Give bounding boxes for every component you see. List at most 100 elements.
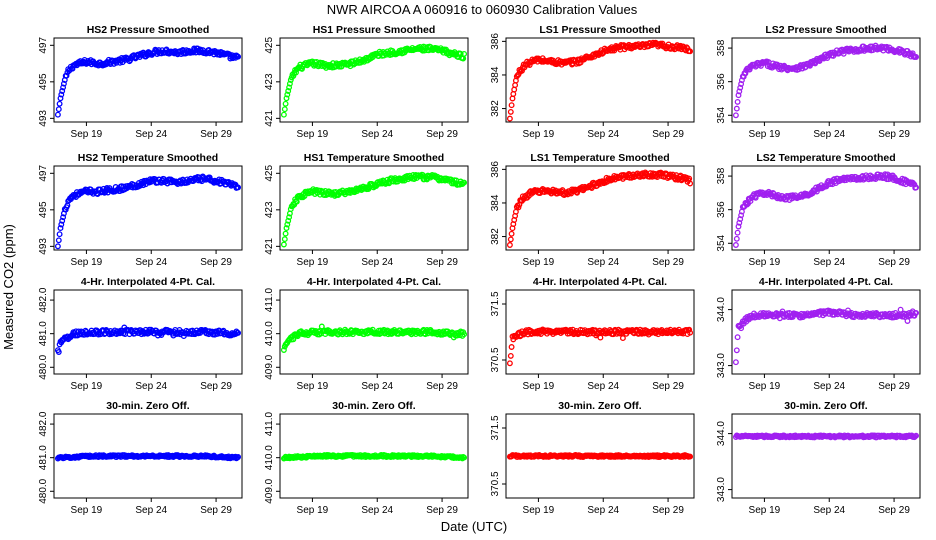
panel-4: LS2 Pressure Smoothed Sep 19 Sep 24 Sep 29 3… — [716, 24, 921, 140]
y-tick-label: 480.0 — [38, 478, 49, 503]
x-tick-label: Sep 29 — [200, 505, 232, 516]
y-tick-label: 481.0 — [38, 321, 49, 346]
data-point — [507, 108, 514, 115]
panel-title: HS1 Temperature Smoothed — [304, 152, 444, 164]
data-point — [284, 91, 291, 98]
x-tick-label: Sep 29 — [200, 381, 232, 392]
plot-frame — [731, 413, 921, 499]
data-point — [597, 334, 604, 341]
data-point — [54, 243, 61, 250]
y-tick-label: 411.0 — [264, 412, 275, 437]
data-point — [461, 179, 468, 186]
data-point — [732, 359, 739, 366]
x-tick-label: Sep 19 — [297, 505, 329, 516]
x-tick-label: Sep 29 — [652, 505, 684, 516]
plot-frame — [505, 37, 695, 123]
panel-8: LS2 Temperature Smoothed Sep 19 Sep 24 Sep … — [716, 152, 921, 268]
x-tick-label: Sep 24 — [361, 381, 393, 392]
data-point — [508, 344, 515, 350]
x-tick-label: Sep 19 — [71, 129, 103, 140]
data-point — [507, 352, 514, 359]
panel-2: HS1 Pressure Smoothed Sep 19 Sep 24 Sep 29 4… — [264, 24, 469, 140]
data-point — [286, 214, 293, 221]
data-point — [508, 230, 515, 237]
data-point — [512, 82, 519, 89]
data-point — [506, 242, 513, 248]
data-point — [59, 217, 66, 224]
data-point — [282, 100, 289, 107]
panel-6: HS1 Temperature Smoothed Sep 19 Sep 24 Sep … — [264, 152, 469, 268]
x-tick-label: Sep 19 — [749, 381, 781, 392]
plot-frame — [53, 37, 243, 123]
data-point — [744, 201, 751, 208]
scatter-points — [506, 326, 694, 367]
panel-5: HS2 Temperature Smoothed Sep 19 Sep 24 Sep … — [38, 152, 243, 268]
data-point — [280, 111, 287, 118]
data-point — [60, 80, 67, 87]
y-tick-label: 356 — [716, 201, 727, 218]
data-point — [286, 84, 293, 91]
x-tick-label: Sep 29 — [878, 129, 910, 140]
x-tick-label: Sep 24 — [135, 505, 167, 516]
data-point — [506, 115, 513, 122]
plot-frame — [279, 165, 469, 251]
x-tick-label: Sep 19 — [297, 381, 329, 392]
y-tick-label: 480.0 — [38, 354, 49, 379]
data-point — [280, 347, 287, 353]
x-tick-label: Sep 19 — [749, 129, 781, 140]
x-tick-label: Sep 19 — [297, 129, 329, 140]
data-point — [283, 95, 290, 102]
y-axis-label: Measured CO2 (ppm) — [1, 224, 16, 350]
data-point — [913, 309, 920, 316]
x-tick-label: Sep 29 — [426, 257, 458, 268]
data-point — [60, 214, 67, 221]
y-tick-label: 384 — [490, 66, 501, 83]
x-tick-label: Sep 29 — [652, 129, 684, 140]
y-tick-label: 423 — [264, 73, 275, 90]
x-tick-label: Sep 19 — [523, 505, 555, 516]
data-point — [506, 360, 513, 367]
data-point — [733, 235, 740, 242]
data-point — [619, 335, 626, 342]
plot-frame — [53, 413, 243, 499]
data-point — [515, 204, 522, 211]
y-tick-label: 425 — [264, 37, 275, 54]
y-tick-label: 409.0 — [264, 478, 275, 503]
data-point — [732, 242, 739, 248]
panel-title: 30-min. Zero Off. — [558, 400, 642, 412]
scatter-points — [732, 306, 920, 366]
data-point — [235, 184, 242, 191]
x-tick-label: Sep 19 — [71, 505, 103, 516]
x-tick-label: Sep 29 — [652, 381, 684, 392]
y-tick-label: 382 — [490, 228, 501, 245]
data-point — [235, 53, 242, 60]
plot-frame — [731, 165, 921, 251]
data-point — [283, 225, 290, 232]
data-point — [461, 331, 468, 338]
x-tick-label: Sep 29 — [652, 257, 684, 268]
x-tick-label: Sep 29 — [200, 129, 232, 140]
y-tick-label: 423 — [264, 201, 275, 218]
scatter-points — [506, 169, 694, 248]
y-tick-label: 344.0 — [716, 421, 727, 446]
scatter-points — [280, 452, 468, 462]
data-point — [734, 334, 741, 341]
y-tick-label: 481.0 — [38, 445, 49, 470]
y-tick-label: 344.0 — [716, 297, 727, 322]
y-tick-label: 371.5 — [490, 415, 501, 440]
y-tick-label: 358 — [716, 39, 727, 56]
scatter-points — [732, 42, 920, 119]
x-tick-label: Sep 24 — [813, 505, 845, 516]
x-tick-label: Sep 19 — [749, 505, 781, 516]
data-point — [280, 241, 287, 248]
panel-title: LS1 Pressure Smoothed — [539, 24, 660, 36]
y-tick-label: 410.0 — [264, 445, 275, 470]
scatter-points — [280, 43, 468, 118]
x-tick-label: Sep 24 — [813, 381, 845, 392]
plot-frame — [505, 413, 695, 499]
panel-title: 30-min. Zero Off. — [784, 400, 868, 412]
y-tick-label: 495 — [38, 73, 49, 90]
panel-1: HS2 Pressure Smoothed Sep 19 Sep 24 Sep 29 4… — [38, 24, 243, 140]
x-tick-label: Sep 24 — [135, 129, 167, 140]
y-tick-label: 497 — [38, 37, 49, 54]
